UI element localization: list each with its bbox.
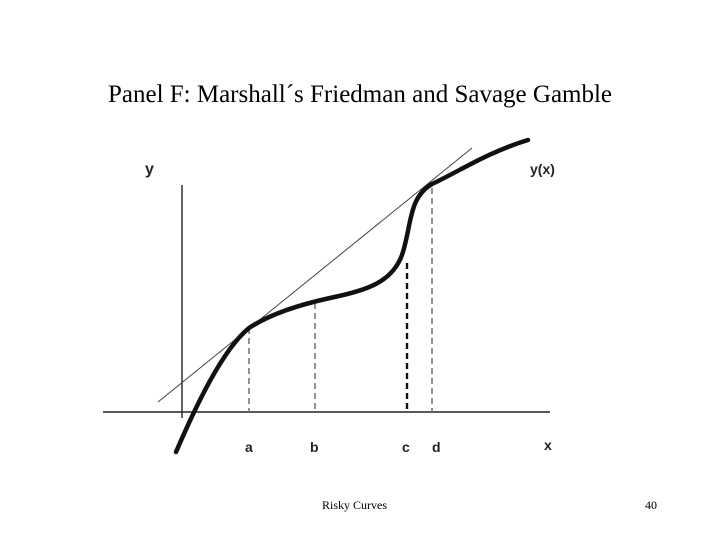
- x-axis-label: x: [544, 437, 552, 453]
- footer-title: Risky Curves: [322, 498, 388, 512]
- tangent-line: [157, 147, 473, 403]
- tick-label-d: d: [432, 439, 441, 455]
- page-number: 40: [645, 498, 657, 512]
- tick-label-c: c: [402, 439, 410, 455]
- slide-title: Panel F: Marshall´s Friedman and Savage …: [107, 81, 613, 108]
- y-axis-label: y: [145, 161, 154, 178]
- curve-label: y(x): [530, 161, 555, 177]
- utility-curve: [173, 137, 531, 455]
- tick-label-a: a: [245, 439, 253, 455]
- tick-label-b: b: [310, 439, 319, 455]
